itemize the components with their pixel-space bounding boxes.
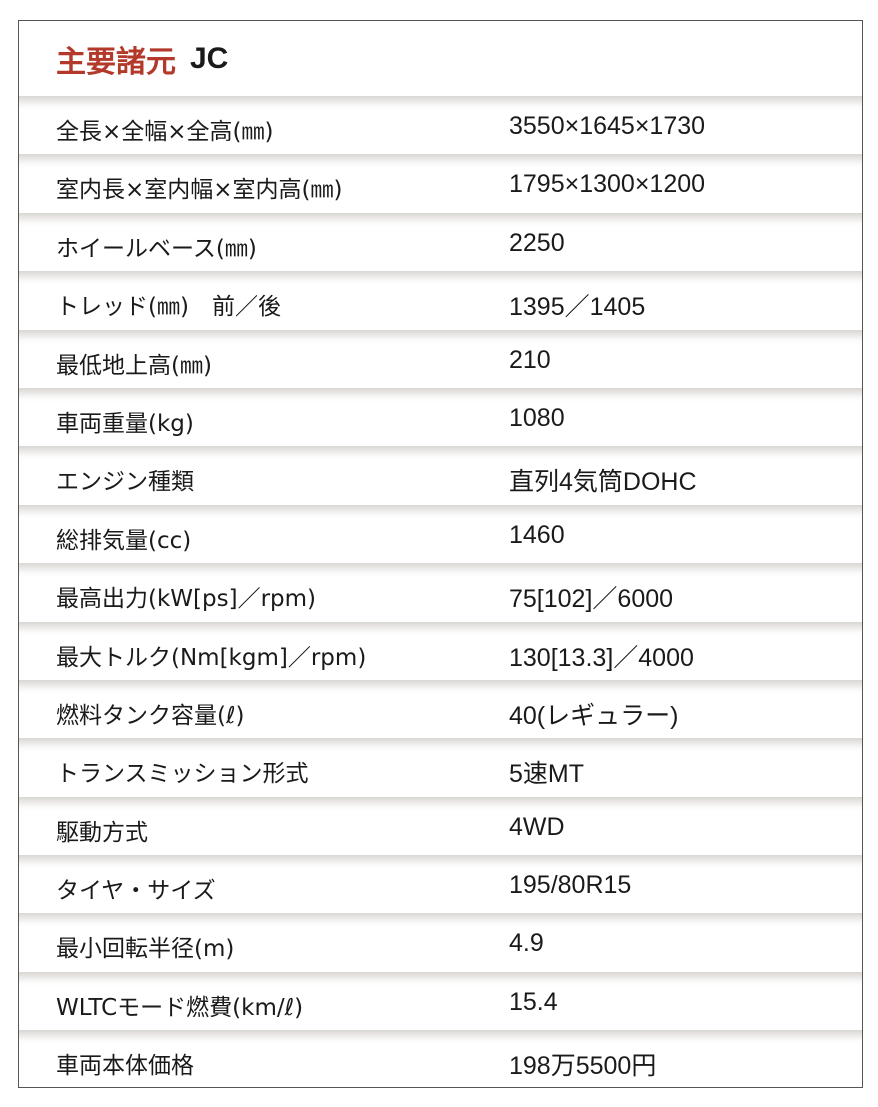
table-title: 主要諸元 JC bbox=[19, 21, 862, 96]
spec-value: 15.4 bbox=[509, 987, 558, 1016]
spec-row: 駆動方式 4WD bbox=[19, 796, 862, 856]
spec-label: 車両重量(kg) bbox=[56, 410, 194, 437]
spec-value: 198万5500円 bbox=[509, 1052, 657, 1081]
spec-row: 最小回転半径(m) 4.9 bbox=[19, 913, 862, 972]
spec-value: 1080 bbox=[509, 403, 565, 432]
spec-label: 室内長×室内幅×室内高(㎜) bbox=[56, 177, 343, 204]
spec-value: 1795×1300×1200 bbox=[509, 170, 706, 199]
spec-row: 燃料タンク容量(ℓ) 40(レギュラー) bbox=[19, 679, 862, 739]
spec-rows: 全長×全幅×全高(㎜) 3550×1645×1730 室内長×室内幅×室内高(㎜) 1… bbox=[19, 96, 862, 1087]
spec-value: 3550×1645×1730 bbox=[509, 112, 706, 140]
spec-row: WLTCモード燃費(km/ℓ) 15.4 bbox=[19, 971, 862, 1031]
spec-row: トランスミッション形式 5速MT bbox=[19, 738, 862, 797]
spec-value: 1395／1405 bbox=[509, 293, 646, 322]
spec-value: 2250 bbox=[509, 228, 565, 257]
spec-label: トランスミッション形式 bbox=[56, 761, 309, 788]
spec-value: 40(レギュラー) bbox=[509, 701, 679, 730]
spec-label: 最小回転半径(m) bbox=[56, 936, 235, 963]
spec-row: 最高出力(kW[ps]／rpm) 75[102]／6000 bbox=[19, 563, 862, 622]
spec-label: トレッド(㎜) 前／後 bbox=[56, 294, 281, 321]
spec-label: WLTCモード燃費(km/ℓ) bbox=[56, 994, 304, 1021]
spec-label: 駆動方式 bbox=[56, 819, 148, 846]
spec-label: 総排気量(cc) bbox=[56, 527, 192, 554]
spec-row: トレッド(㎜) 前／後 1395／1405 bbox=[19, 271, 862, 330]
spec-row: 最大トルク(Nm[kgm]／rpm) 130[13.3]／4000 bbox=[19, 621, 862, 680]
spec-row: 全長×全幅×全高(㎜) 3550×1645×1730 bbox=[19, 96, 862, 155]
spec-label: 最高出力(kW[ps]／rpm) bbox=[56, 586, 316, 613]
title-model: JC bbox=[190, 41, 229, 75]
spec-row: タイヤ・サイズ 195/80R15 bbox=[19, 855, 862, 914]
spec-label: 最低地上高(㎜) bbox=[56, 352, 212, 379]
spec-value: 直列4気筒DOHC bbox=[509, 468, 697, 497]
spec-label: 車両本体価格 bbox=[56, 1053, 194, 1080]
spec-row: 車両重量(kg) 1080 bbox=[19, 387, 862, 447]
spec-label: タイヤ・サイズ bbox=[56, 878, 216, 905]
spec-value: 4WD bbox=[509, 812, 565, 841]
title-main: 主要諸元 bbox=[56, 44, 176, 80]
spec-value: 130[13.3]／4000 bbox=[509, 643, 694, 672]
spec-label: 全長×全幅×全高(㎜) bbox=[56, 119, 274, 145]
spec-value: 75[102]／6000 bbox=[509, 585, 674, 614]
spec-label: 最大トルク(Nm[kgm]／rpm) bbox=[56, 644, 367, 671]
spec-label: エンジン種類 bbox=[56, 469, 194, 496]
spec-label: ホイールベース(㎜) bbox=[56, 235, 257, 262]
spec-label: 燃料タンク容量(ℓ) bbox=[56, 702, 245, 729]
spec-row: 総排気量(cc) 1460 bbox=[19, 504, 862, 564]
spec-row: ホイールベース(㎜) 2250 bbox=[19, 212, 862, 272]
spec-row: エンジン種類 直列4気筒DOHC bbox=[19, 446, 862, 505]
spec-value: 195/80R15 bbox=[509, 871, 632, 900]
spec-row: 最低地上高(㎜) 210 bbox=[19, 329, 862, 388]
spec-row: 車両本体価格 198万5500円 bbox=[19, 1030, 862, 1087]
spec-value: 1460 bbox=[509, 520, 565, 549]
spec-value: 210 bbox=[509, 345, 551, 374]
spec-row: 室内長×室内幅×室内高(㎜) 1795×1300×1200 bbox=[19, 154, 862, 213]
spec-value: 4.9 bbox=[509, 929, 544, 958]
spec-table: 主要諸元 JC 全長×全幅×全高(㎜) 3550×1645×1730 室内長×室内幅… bbox=[18, 20, 863, 1088]
spec-value: 5速MT bbox=[509, 760, 585, 789]
